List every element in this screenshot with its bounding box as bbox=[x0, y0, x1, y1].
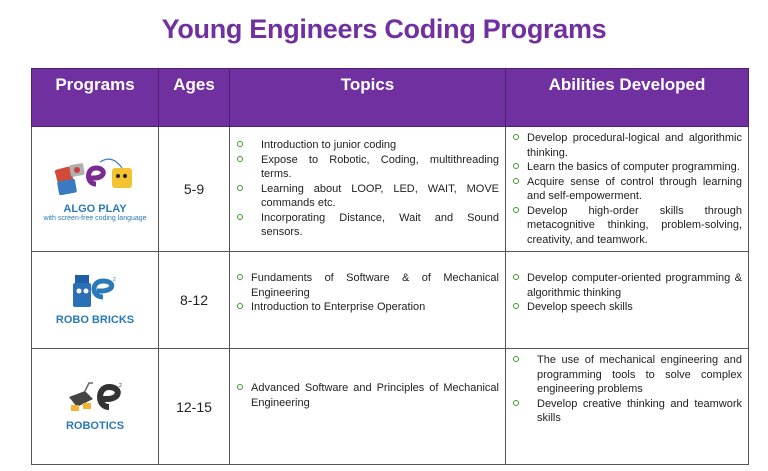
robotics-logo: 2 ROBOTICS bbox=[63, 379, 127, 432]
page-title: Young Engineers Coding Programs bbox=[161, 14, 607, 44]
header-ages: Ages bbox=[158, 68, 230, 127]
ability-item: Acquire sense of control through learnin… bbox=[510, 175, 742, 204]
topic-item: Expose to Robotic, Coding, multithreadin… bbox=[234, 153, 499, 182]
ability-item: Develop creative thinking and teamwork s… bbox=[510, 397, 742, 426]
header-row: Programs Ages Topics Abilities Developed bbox=[31, 68, 749, 127]
bullet-icon bbox=[237, 384, 243, 390]
bullet-icon bbox=[513, 177, 519, 184]
program-cell: 2 ROBOTICS bbox=[31, 348, 159, 465]
bullet-icon bbox=[513, 206, 519, 213]
bullet-icon bbox=[237, 155, 243, 162]
bullet-icon bbox=[513, 163, 519, 169]
robo-bricks-logo: 2 ROBO BRICKS bbox=[56, 273, 134, 326]
topic-item: Advanced Software and Principles of Mech… bbox=[234, 381, 499, 410]
header-programs: Programs bbox=[31, 68, 159, 127]
bullet-icon bbox=[237, 303, 243, 310]
robotics-logo-icon: 2 bbox=[69, 382, 122, 411]
algo-play-logo-icon bbox=[54, 157, 132, 195]
program-cell: ALGO PLAY with screen-free coding langua… bbox=[31, 126, 159, 252]
topic-item: Incorporating Distance, Wait and Sound s… bbox=[234, 211, 499, 240]
ability-item: Develop procedural-logical and algorithm… bbox=[510, 131, 742, 160]
ability-item: Develop speech skills bbox=[510, 300, 742, 315]
programs-table: Programs Ages Topics Abilities Developed bbox=[31, 68, 749, 465]
bullet-icon bbox=[237, 141, 243, 148]
ability-item: Develop computer-oriented programming & … bbox=[510, 271, 742, 300]
svg-text:2: 2 bbox=[113, 277, 116, 283]
ability-item: Learn the basics of computer programming… bbox=[510, 160, 742, 175]
header-abilities: Abilities Developed bbox=[505, 68, 749, 127]
abilities-cell: Develop computer-oriented programming & … bbox=[505, 251, 749, 349]
svg-text:2: 2 bbox=[119, 383, 122, 389]
ability-item: The use of mechanical engineering and pr… bbox=[510, 353, 742, 397]
robo-bricks-logo-icon: 2 bbox=[72, 274, 116, 307]
topic-item: Learning about LOOP, LED, WAIT, MOVE com… bbox=[234, 182, 499, 211]
bullet-icon bbox=[513, 134, 519, 140]
abilities-cell: The use of mechanical engineering and pr… bbox=[505, 348, 749, 465]
topic-item: Introduction to Enterprise Operation bbox=[234, 300, 499, 315]
abilities-cell: Develop procedural-logical and algorithm… bbox=[505, 126, 749, 252]
topics-cell: Advanced Software and Principles of Mech… bbox=[229, 348, 506, 465]
ages-cell: 8-12 bbox=[158, 251, 230, 349]
topic-item: Introduction to junior coding bbox=[234, 138, 499, 153]
table-row: 2 ROBOTICS 12-15 Advanced Software and P… bbox=[31, 348, 749, 465]
header-topics: Topics bbox=[229, 68, 506, 127]
program-name: ROBOTICS bbox=[65, 420, 125, 432]
algo-play-logo: ALGO PLAY with screen-free coding langua… bbox=[43, 154, 147, 222]
bullet-icon bbox=[237, 274, 243, 281]
table-row: 2 ROBO BRICKS 8-12 Fundaments of Softwar… bbox=[31, 251, 749, 349]
topic-item: Fundaments of Software & of Mechanical E… bbox=[234, 271, 499, 300]
ability-item: Develop high-order skills through metaco… bbox=[510, 204, 742, 248]
program-name: ROBO BRICKS bbox=[55, 313, 135, 326]
ages-cell: 5-9 bbox=[158, 126, 230, 252]
program-name: ALGO PLAY bbox=[63, 202, 127, 215]
program-cell: 2 ROBO BRICKS bbox=[31, 251, 159, 349]
table-row: ALGO PLAY with screen-free coding langua… bbox=[31, 126, 749, 252]
topics-cell: Introduction to junior coding Expose to … bbox=[229, 126, 506, 252]
program-subtitle: with screen-free coding language bbox=[43, 214, 147, 222]
bullet-icon bbox=[513, 399, 519, 406]
bullet-icon bbox=[513, 303, 519, 310]
bullet-icon bbox=[513, 274, 519, 281]
ages-cell: 12-15 bbox=[158, 348, 230, 465]
bullet-icon bbox=[237, 213, 243, 220]
bullet-icon bbox=[513, 356, 519, 362]
bullet-icon bbox=[237, 184, 243, 191]
topics-cell: Fundaments of Software & of Mechanical E… bbox=[229, 251, 506, 349]
